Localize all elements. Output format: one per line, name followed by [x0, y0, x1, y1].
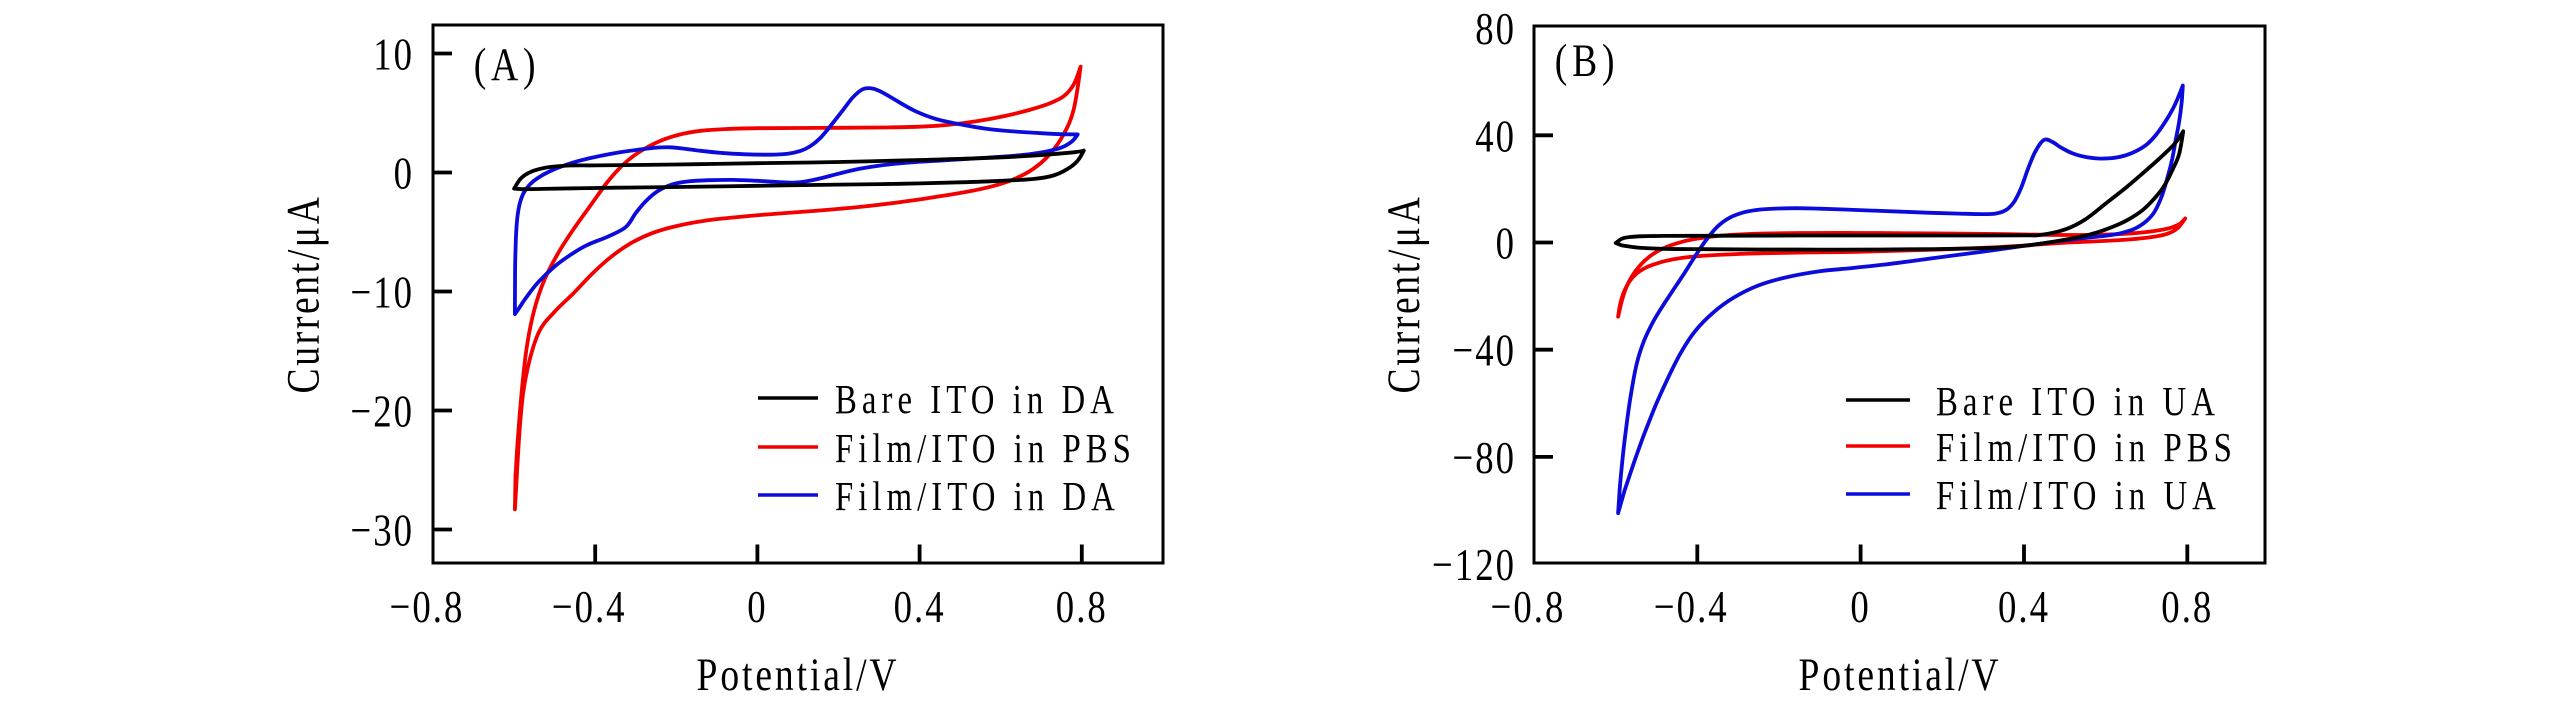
svg-text:−80: −80 — [1452, 433, 1516, 484]
svg-text:0.4: 0.4 — [1998, 582, 2050, 633]
svg-text:Bare ITO in DA: Bare ITO in DA — [835, 378, 1119, 423]
svg-text:−20: −20 — [350, 387, 414, 438]
svg-text:−0.8: −0.8 — [1491, 582, 1566, 633]
svg-text:Film/ITO in PBS: Film/ITO in PBS — [1936, 426, 2237, 471]
svg-text:(B): (B) — [1555, 35, 1620, 87]
svg-text:Potential/V: Potential/V — [1799, 649, 2002, 701]
svg-text:Film/ITO in UA: Film/ITO in UA — [1936, 474, 2221, 519]
svg-text:Current/μA: Current/μA — [278, 195, 330, 394]
svg-text:0: 0 — [1496, 219, 1516, 270]
svg-text:40: 40 — [1475, 112, 1516, 163]
svg-text:Bare ITO in UA: Bare ITO in UA — [1936, 380, 2220, 425]
svg-text:Film/ITO in PBS: Film/ITO in PBS — [835, 427, 1136, 472]
svg-text:−0.8: −0.8 — [390, 582, 465, 633]
svg-text:10: 10 — [373, 30, 414, 81]
svg-text:−40: −40 — [1452, 326, 1516, 377]
svg-text:0.4: 0.4 — [894, 582, 946, 633]
svg-text:0: 0 — [394, 149, 414, 200]
svg-text:−120: −120 — [1432, 540, 1516, 591]
svg-text:−30: −30 — [350, 506, 414, 557]
svg-text:Potential/V: Potential/V — [697, 649, 900, 701]
svg-text:(A): (A) — [474, 39, 541, 91]
svg-text:0: 0 — [747, 582, 767, 633]
svg-text:−0.4: −0.4 — [1654, 582, 1729, 633]
svg-text:Current/μA: Current/μA — [1378, 195, 1430, 394]
svg-text:0.8: 0.8 — [1056, 582, 1108, 633]
svg-text:−0.4: −0.4 — [552, 582, 627, 633]
svg-text:−10: −10 — [350, 268, 414, 319]
svg-text:Film/ITO in DA: Film/ITO in DA — [835, 475, 1120, 520]
svg-text:0.8: 0.8 — [2161, 582, 2213, 633]
svg-text:80: 80 — [1475, 4, 1516, 55]
svg-text:0: 0 — [1850, 582, 1870, 633]
